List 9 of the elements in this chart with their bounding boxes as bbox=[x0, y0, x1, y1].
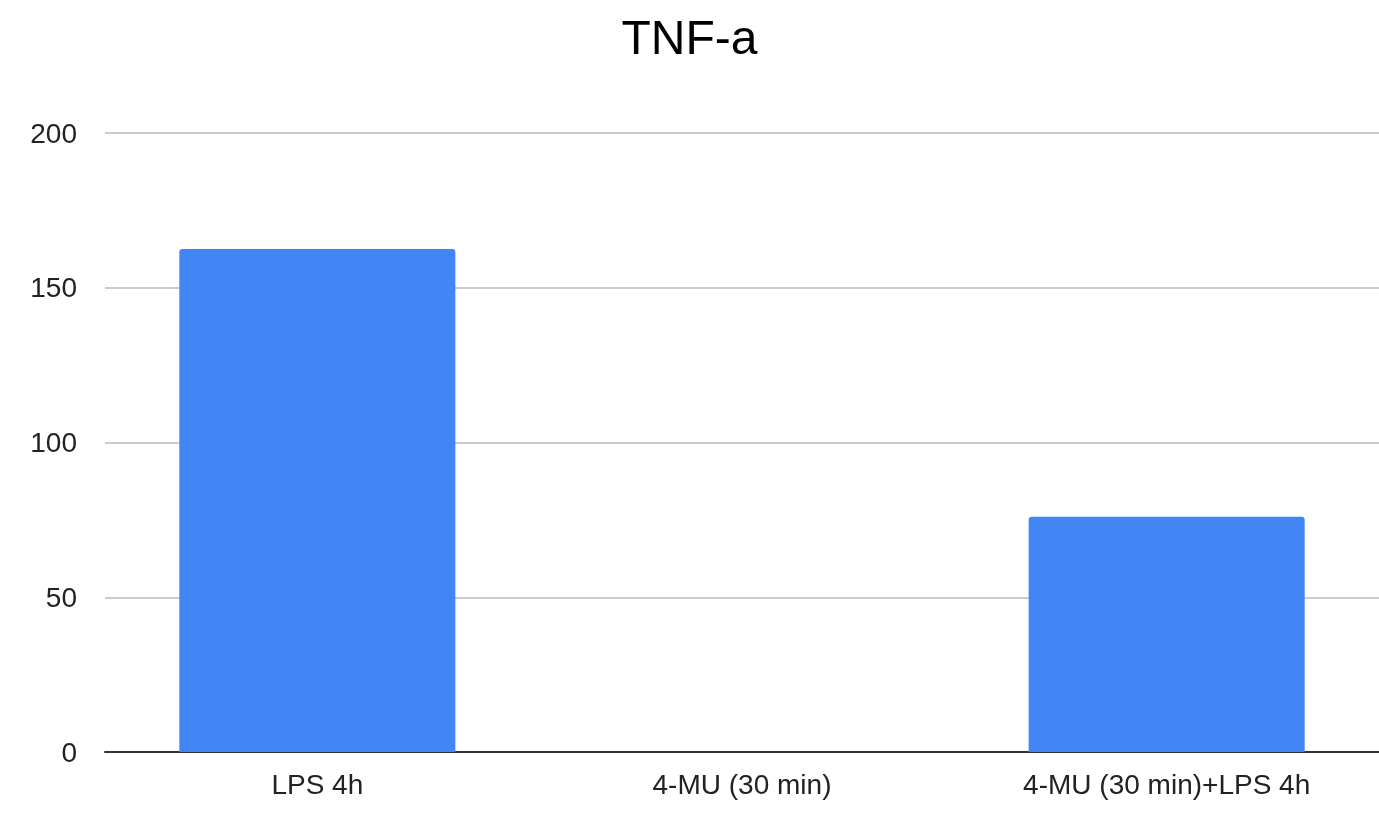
y-tick-label: 200 bbox=[30, 117, 77, 149]
y-tick-label: 50 bbox=[45, 581, 77, 613]
chart-title: TNF-a bbox=[621, 10, 758, 64]
y-tick-label: 150 bbox=[30, 272, 77, 304]
y-tick-label: 100 bbox=[30, 427, 77, 458]
x-tick-label: LPS 4h bbox=[271, 768, 364, 800]
x-tick-label: 4-MU (30 min)+LPS 4h bbox=[1023, 768, 1311, 800]
x-tick-label: 4-MU (30 min) bbox=[652, 768, 832, 800]
y-tick-label: 0 bbox=[61, 736, 77, 768]
